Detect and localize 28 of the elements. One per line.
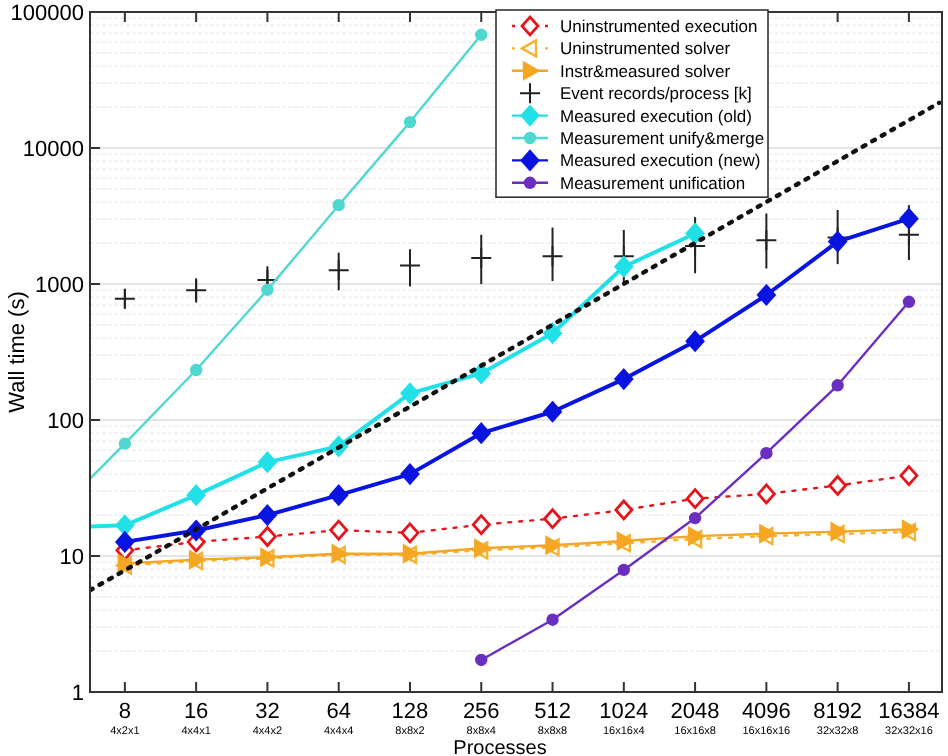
y-axis-title: Wall time (s) <box>6 291 30 413</box>
x-tick-label: 16384 <box>878 700 940 724</box>
legend-label: Event records/process [k] <box>560 83 752 104</box>
y-tick-label: 1000 <box>35 274 84 298</box>
x-tick-label: 4096 <box>741 700 791 724</box>
legend-label: Measured execution (old) <box>560 105 753 126</box>
x-tick-label: 2048 <box>670 700 720 724</box>
legend-label: Measured execution (new) <box>560 150 761 171</box>
legend-label: Measurement unification <box>560 172 746 193</box>
x-tick-label: 16 <box>183 700 209 724</box>
x-tick-label: 128 <box>391 700 429 724</box>
y-tick-label: 10 <box>59 546 84 570</box>
x-tick-label: 1024 <box>599 700 649 724</box>
y-tick-label: 100000 <box>10 2 84 26</box>
legend-label: Uninstrumented solver <box>560 38 731 59</box>
x-tick-label: 8192 <box>813 700 863 724</box>
x-tick-label: 32 <box>255 700 280 724</box>
legend-label: Uninstrumented execution <box>560 16 759 36</box>
y-tick-label: 1 <box>71 682 84 706</box>
x-tick-label: 64 <box>326 700 351 724</box>
x-tick-label: 256 <box>462 700 500 724</box>
y-tick-label: 10000 <box>22 138 84 162</box>
y-tick-label: 100 <box>47 410 84 434</box>
x-tick-label: 8 <box>118 700 131 724</box>
legend-label: Measurement unify&merge <box>560 128 765 148</box>
legend-label: Instr&measured solver <box>560 60 731 81</box>
x-axis-title: Processes <box>453 738 547 756</box>
x-tick-label: 512 <box>534 700 571 724</box>
